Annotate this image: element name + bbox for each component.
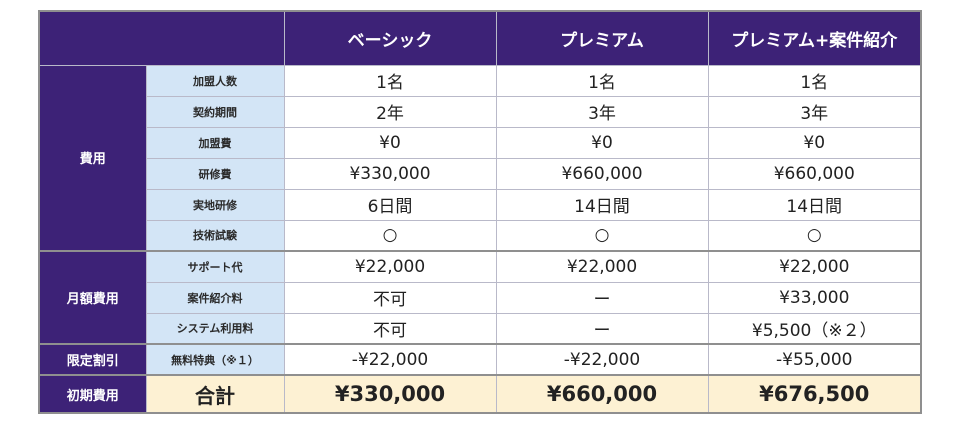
value-cell: 不可: [283, 281, 497, 314]
value-cell: ¥660,000: [495, 157, 709, 190]
value-cell: ー: [495, 281, 709, 314]
value-cell: ¥330,000: [283, 157, 497, 190]
pricing-table: ベーシック プレミアム プレミアム+案件紹介 費用 加盟人数 1名 1名 1名 …: [38, 10, 922, 414]
row-label: 加盟費: [145, 126, 285, 159]
total-label: 合計: [145, 374, 285, 414]
value-cell: ¥660,000: [707, 157, 922, 190]
value-cell: 14日間: [495, 188, 709, 221]
row-label: サポート代: [145, 250, 285, 283]
table-row: システム利用料 不可 ー ¥5,500（※２）: [39, 312, 922, 345]
value-cell: ¥0: [495, 126, 709, 159]
row-label: 無料特典（※１）: [145, 343, 285, 376]
table-row: 費用 加盟人数 1名 1名 1名: [38, 64, 922, 252]
section-label-fees: 費用: [38, 64, 147, 252]
header-row: ベーシック プレミアム プレミアム+案件紹介: [38, 10, 922, 66]
value-cell: ¥22,000: [495, 250, 709, 283]
circle-mark: ○: [283, 219, 497, 252]
section-label-discount: 限定割引: [38, 343, 147, 376]
row-label: システム利用料: [145, 312, 285, 345]
row-label: 契約期間: [145, 95, 285, 128]
value-cell: ¥22,000: [707, 250, 922, 283]
plan-header-premium: プレミアム: [495, 10, 709, 66]
circle-mark: ○: [707, 219, 922, 252]
value-cell: 1名: [495, 64, 709, 97]
value-cell: -¥22,000: [495, 343, 709, 376]
value-cell: ¥22,000: [283, 250, 497, 283]
table-row: 契約期間 2年 3年 3年: [39, 95, 922, 128]
plan-header-basic: ベーシック: [283, 10, 497, 66]
row-label: 実地研修: [145, 188, 285, 221]
row-label: 加盟人数: [145, 64, 285, 97]
total-value-premium: ¥660,000: [495, 374, 709, 414]
circle-mark: ○: [495, 219, 709, 252]
value-cell: ー: [495, 312, 709, 345]
plan-header-premium-plus: プレミアム+案件紹介: [707, 10, 922, 66]
value-cell: 1名: [283, 64, 497, 97]
value-cell: 14日間: [707, 188, 922, 221]
section-label-initial: 初期費用: [38, 374, 147, 414]
table-row: 研修費 ¥330,000 ¥660,000 ¥660,000: [39, 157, 922, 190]
value-cell: -¥22,000: [283, 343, 497, 376]
row-label: 案件紹介料: [145, 281, 285, 314]
value-cell: 6日間: [283, 188, 497, 221]
value-cell: ¥0: [707, 126, 922, 159]
header-corner-cell: [38, 10, 285, 66]
value-cell: 1名: [707, 64, 922, 97]
table-row: 加盟費 ¥0 ¥0 ¥0: [39, 126, 922, 159]
row-label: 技術試験: [145, 219, 285, 252]
total-value-premium-plus: ¥676,500: [707, 374, 922, 414]
table-row: 限定割引 無料特典（※１） -¥22,000 -¥22,000 -¥55,000: [38, 343, 922, 376]
total-value-basic: ¥330,000: [283, 374, 497, 414]
table-row: 案件紹介料 不可 ー ¥33,000: [39, 281, 922, 314]
value-cell: -¥55,000: [707, 343, 922, 376]
table-row: 技術試験 ○ ○ ○: [39, 219, 922, 252]
table-row: 月額費用 サポート代 ¥22,000 ¥22,000 ¥22,000: [38, 250, 922, 345]
section-label-monthly: 月額費用: [38, 250, 147, 345]
value-cell: 3年: [495, 95, 709, 128]
value-cell: 2年: [283, 95, 497, 128]
value-cell: ¥0: [283, 126, 497, 159]
total-row: 初期費用 合計 ¥330,000 ¥660,000 ¥676,500: [38, 374, 922, 414]
row-label: 研修費: [145, 157, 285, 190]
value-cell: 3年: [707, 95, 922, 128]
table-row: 実地研修 6日間 14日間 14日間: [39, 188, 922, 221]
value-cell: ¥33,000: [707, 281, 922, 314]
value-cell: 不可: [283, 312, 497, 345]
value-cell: ¥5,500（※２）: [707, 312, 922, 345]
